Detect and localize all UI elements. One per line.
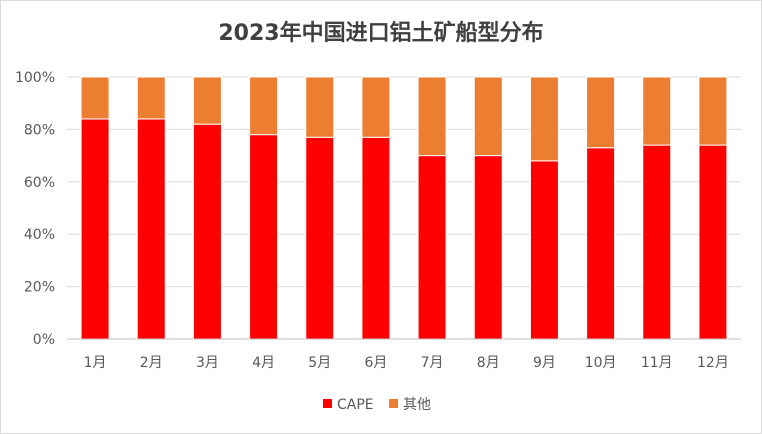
bar-other (698, 76, 728, 146)
bar-other (305, 76, 335, 138)
bar-other (417, 76, 447, 157)
bar-other (80, 76, 110, 120)
x-tick-label: 6月 (364, 355, 387, 371)
x-tick-label: 2月 (140, 355, 163, 371)
x-tick-label: 7月 (421, 355, 444, 371)
legend-label: CAPE (337, 397, 374, 413)
x-tick-label: 4月 (252, 355, 275, 371)
bar-other (136, 76, 166, 120)
y-tick-label: 80% (24, 122, 55, 138)
legend: CAPE 其他 (323, 397, 431, 413)
bar-cape (586, 147, 616, 340)
bar-other (529, 76, 559, 162)
y-tick-label: 40% (24, 227, 55, 243)
bar-cape (192, 123, 222, 340)
y-tick-label: 60% (24, 175, 55, 191)
bar-other (642, 76, 672, 146)
bar-other (473, 76, 503, 157)
bar-other (361, 76, 391, 138)
bar-cape (417, 155, 447, 340)
x-tick-label: 1月 (84, 355, 107, 371)
y-tick-label: 0% (33, 332, 55, 348)
bar-cape (473, 155, 503, 340)
x-tick-label: 5月 (308, 355, 331, 371)
bar-other (586, 76, 616, 149)
x-axis: 1月 2月 3月 4月 5月 6月 7月 8月 9月 10月 11月 12月 (67, 338, 741, 371)
bar-cape (642, 144, 672, 340)
bar-other (192, 76, 222, 125)
y-tick-label: 20% (24, 280, 55, 296)
bar-cape (698, 144, 728, 340)
bar-cape (361, 136, 391, 340)
x-tick-label: 11月 (641, 355, 673, 371)
y-tick-label: 100% (15, 70, 55, 86)
x-tick-label: 9月 (533, 355, 556, 371)
bar-cape (80, 118, 110, 340)
bar-cape (305, 136, 335, 340)
bar-other (249, 76, 279, 136)
x-tick-label: 10月 (585, 355, 617, 371)
y-axis: 0% 20% 40% 60% 80% 100% (15, 70, 55, 348)
gridlines (67, 76, 741, 340)
bar-cape (249, 134, 279, 340)
bars (80, 76, 728, 340)
legend-label: 其他 (403, 397, 431, 413)
chart-title: 2023年中国进口铝土矿船型分布 (218, 21, 544, 46)
x-tick-label: 8月 (477, 355, 500, 371)
legend-swatch (323, 399, 332, 408)
bar-cape (529, 160, 559, 340)
legend-swatch (389, 399, 398, 408)
bar-cape (136, 118, 166, 340)
x-tick-label: 3月 (196, 355, 219, 371)
x-tick-label: 12月 (697, 355, 729, 371)
